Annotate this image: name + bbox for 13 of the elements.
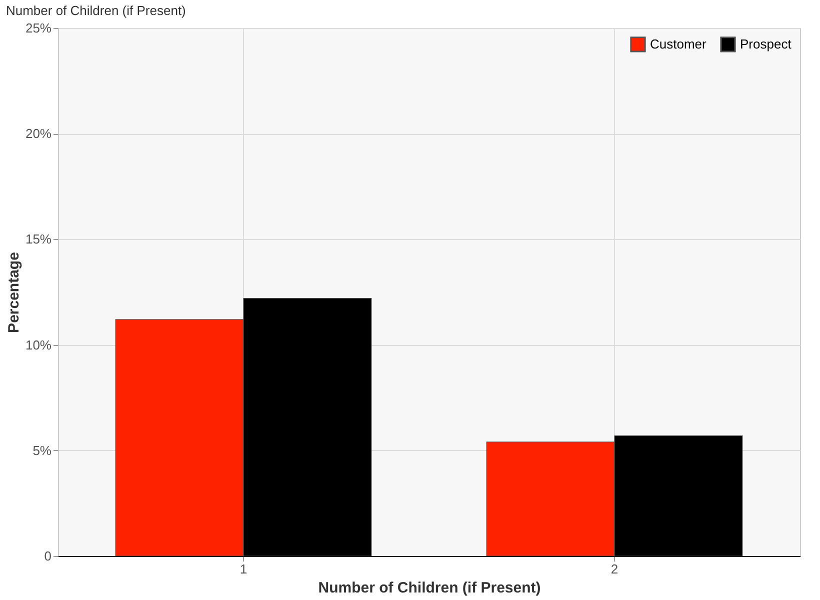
y-axis-title: Percentage: [5, 252, 22, 333]
y-tick-label: 25%: [25, 20, 52, 36]
y-tick-label: 20%: [25, 126, 52, 142]
x-axis-title: Number of Children (if Present): [318, 580, 541, 596]
legend-label: Customer: [650, 36, 708, 52]
chart-title: Number of Children (if Present): [6, 3, 186, 18]
x-tick-label: 2: [610, 562, 618, 576]
y-tick-label: 15%: [25, 232, 52, 247]
legend-label: Prospect: [740, 36, 792, 52]
x-tick-label: 1: [240, 562, 248, 576]
y-tick-label: 10%: [25, 337, 52, 352]
y-tick-label: 0: [44, 548, 52, 564]
y-tick-label: 5%: [32, 442, 52, 458]
